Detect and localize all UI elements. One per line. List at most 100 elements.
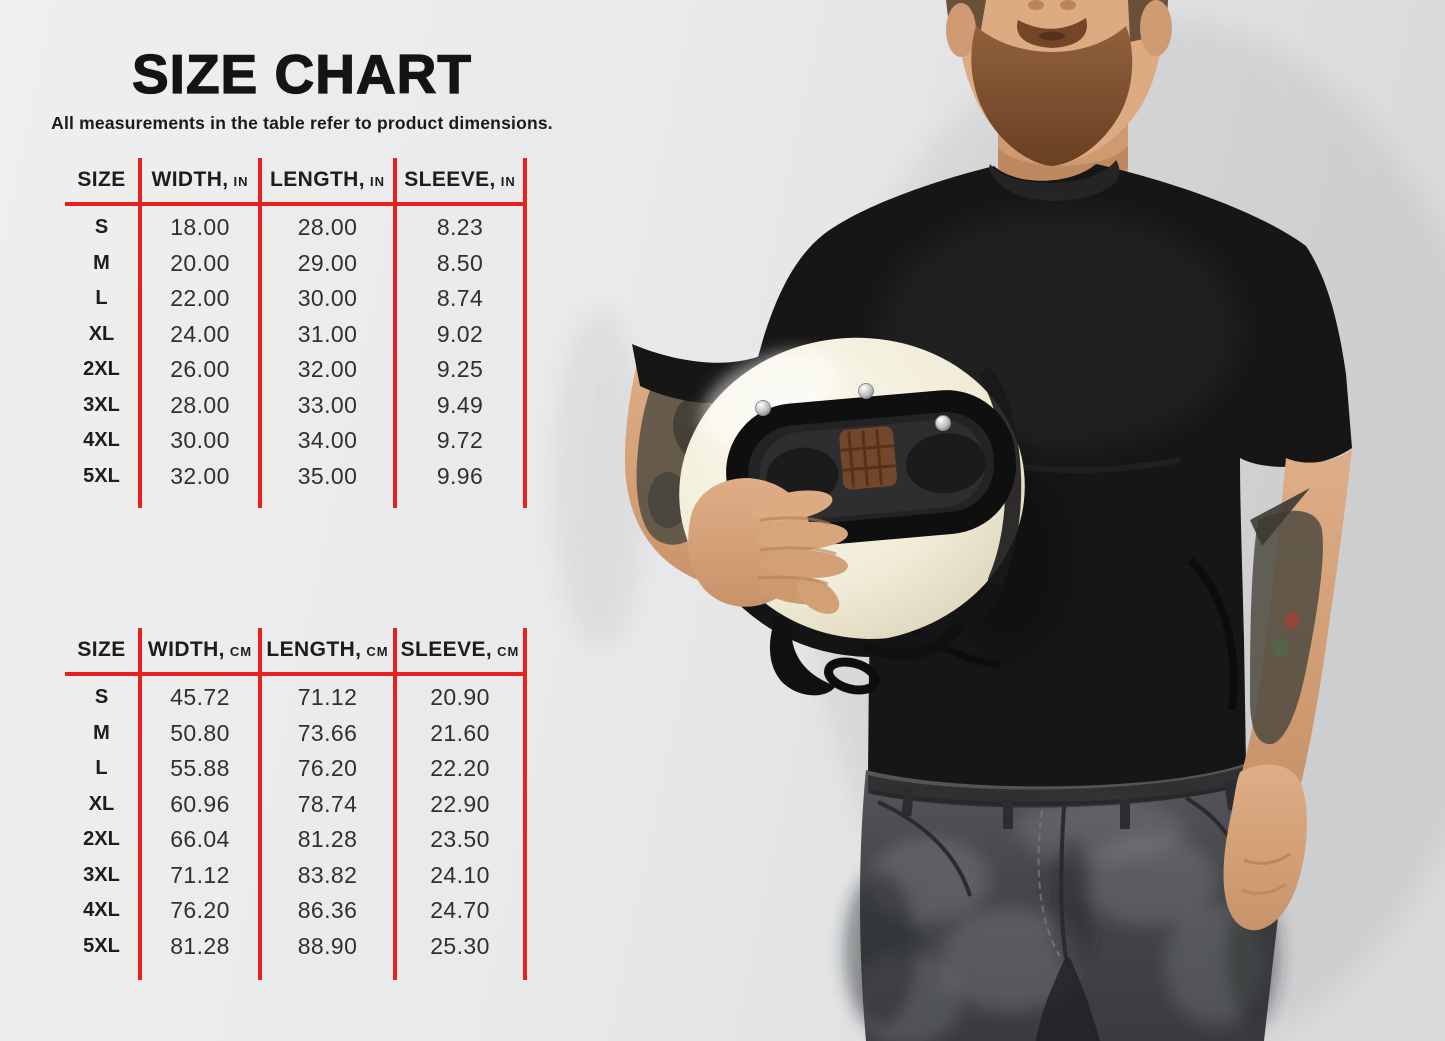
size-cell: 4XL	[83, 429, 120, 451]
unit-label: IN	[233, 174, 249, 189]
value-cell: 83.82	[297, 861, 358, 888]
value-cell: 28.00	[170, 391, 230, 418]
arm-wall-shadow	[555, 310, 645, 650]
value-cell: 24.00	[170, 320, 230, 347]
size-cell: 3XL	[83, 863, 120, 886]
value-cell: 86.36	[297, 897, 358, 923]
jeans	[844, 762, 1281, 1041]
value-cell: 23.50	[430, 826, 490, 852]
value-cell: 28.00	[297, 214, 358, 240]
value-cell: 60.96	[170, 790, 230, 817]
left-pocket	[877, 800, 972, 897]
chin-strap	[769, 616, 964, 696]
size-cell: 4XL	[83, 899, 120, 921]
header-cell: SLEEVE, CM	[400, 638, 520, 661]
thumb	[796, 578, 840, 614]
value-cell: 9.25	[436, 356, 484, 382]
value-cell: 26.00	[170, 356, 230, 382]
size-cell: S	[94, 216, 109, 238]
divider-line	[258, 158, 262, 508]
left-hand	[688, 478, 848, 614]
value-cell: 31.00	[297, 320, 358, 347]
size-cell: S	[94, 686, 109, 708]
divider-line	[258, 628, 262, 980]
value-cell: 76.20	[297, 755, 358, 781]
header-cell: WIDTH, IN	[151, 168, 249, 191]
value-cell: 76.20	[170, 897, 230, 923]
value-cell: 24.10	[430, 861, 490, 888]
leg-gap-shadow	[1036, 956, 1100, 1041]
value-cell: 29.00	[297, 249, 358, 276]
value-cell: 9.96	[436, 462, 484, 489]
value-cell: 20.90	[430, 684, 490, 710]
header-cell: SIZE	[77, 638, 126, 661]
value-cell: 50.80	[170, 719, 230, 746]
unit-label: CM	[497, 644, 520, 659]
unit-label: IN	[500, 174, 516, 189]
divider-line	[138, 628, 142, 980]
right-ear	[1140, 0, 1172, 56]
size-cell: 5XL	[83, 934, 120, 957]
value-cell: 24.70	[430, 897, 490, 923]
value-cell: 9.02	[436, 320, 484, 347]
fly-seam	[1059, 805, 1068, 959]
value-cell: 30.00	[297, 285, 358, 311]
value-cell: 45.72	[170, 684, 230, 710]
size-cell: 3XL	[83, 393, 120, 416]
divider-line	[138, 158, 142, 508]
ring-finger	[760, 549, 848, 579]
size-cell: L	[95, 757, 108, 779]
left-ear	[946, 3, 976, 57]
value-cell: 66.04	[170, 826, 230, 852]
divider-line	[523, 158, 527, 508]
value-cell: 21.60	[430, 719, 490, 746]
value-cell: 8.23	[436, 214, 484, 240]
unit-label: CM	[229, 644, 253, 659]
divider-line	[393, 628, 397, 980]
collar	[989, 160, 1120, 201]
value-cell: 81.28	[297, 826, 358, 852]
value-cell: 88.90	[297, 932, 358, 959]
acid-wash	[844, 798, 1280, 1041]
size-cell: M	[93, 251, 110, 274]
unit-label: CM	[366, 644, 389, 659]
divider-line	[523, 628, 527, 980]
value-cell: 30.00	[170, 427, 230, 453]
value-cell: 81.28	[170, 932, 230, 959]
value-cell: 55.88	[170, 755, 230, 781]
snap-button	[858, 383, 874, 399]
right-hand	[1223, 764, 1307, 931]
value-cell: 22.20	[430, 755, 490, 781]
header-cell: LENGTH, IN	[270, 168, 385, 191]
value-cell: 9.49	[436, 391, 484, 418]
header-divider-line	[65, 672, 527, 676]
divider-line	[393, 158, 397, 508]
value-cell: 78.74	[297, 790, 358, 817]
size-cell: XL	[88, 322, 115, 345]
right-arm	[1223, 450, 1352, 931]
size-cell: XL	[88, 792, 115, 815]
value-cell: 25.30	[430, 932, 490, 959]
value-cell: 8.74	[436, 285, 484, 311]
size-cell: 5XL	[83, 464, 120, 487]
beard	[971, 26, 1133, 166]
middle-finger	[756, 521, 848, 551]
size-table-cm: SIZE WIDTH, CM LENGTH, CM SLEEVE, CM S 45.72 71.1…	[65, 628, 527, 980]
right-forearm-tattoo	[1250, 510, 1323, 745]
unit-label: IN	[369, 174, 385, 189]
header-divider-line	[65, 202, 527, 206]
value-cell: 71.12	[297, 684, 358, 710]
header-cell: SLEEVE, IN	[404, 168, 516, 191]
header-cell: LENGTH, CM	[266, 638, 389, 661]
value-cell: 71.12	[170, 861, 230, 888]
size-cell: L	[95, 287, 108, 309]
snap-button	[755, 400, 771, 416]
value-cell: 32.00	[170, 462, 230, 489]
value-cell: 20.00	[170, 249, 230, 276]
index-finger	[751, 490, 833, 522]
value-cell: 32.00	[297, 356, 358, 382]
size-cell: 2XL	[83, 358, 120, 380]
value-cell: 73.66	[297, 719, 358, 746]
